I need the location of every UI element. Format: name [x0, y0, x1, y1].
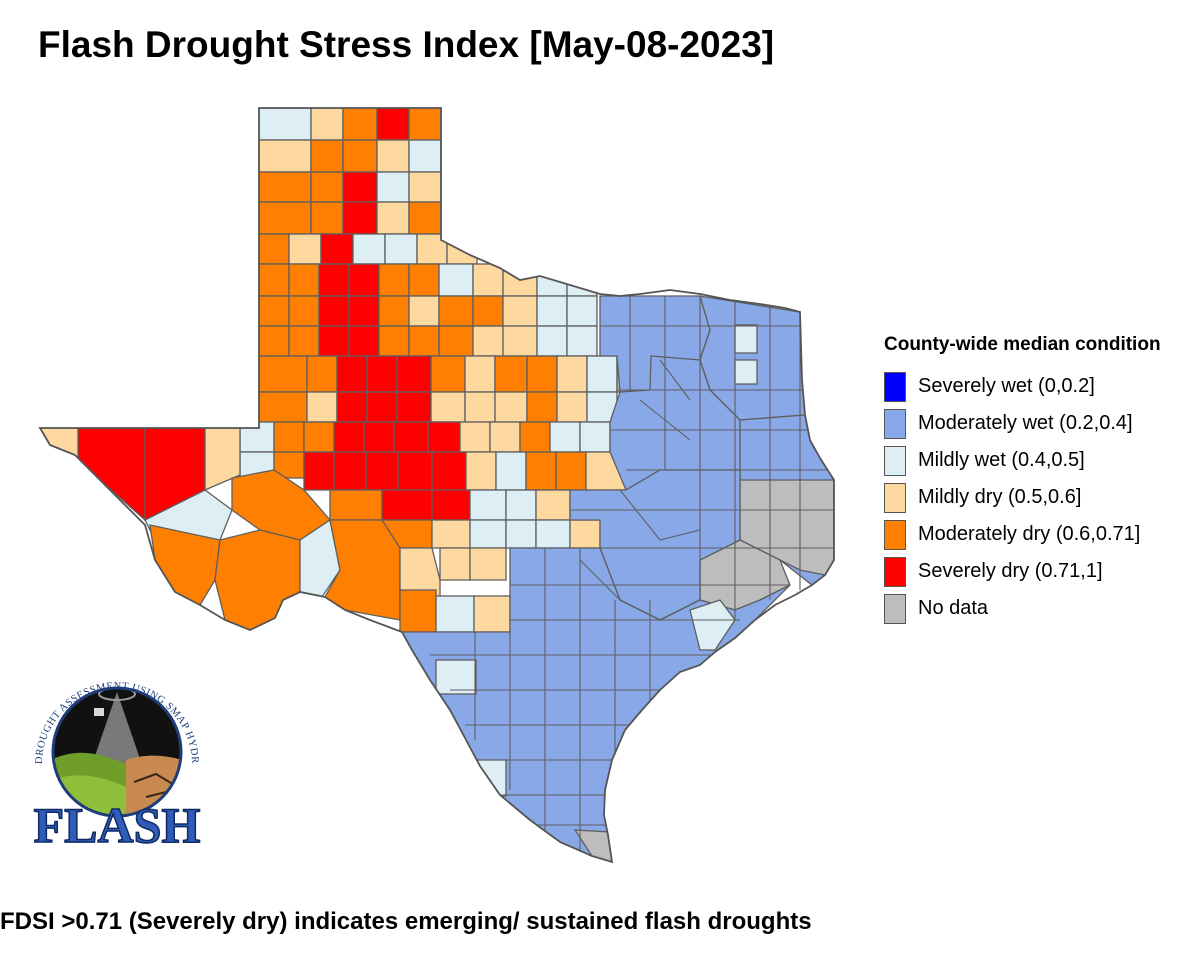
legend-item-mildly-wet: Mildly wet (0.4,0.5] — [884, 442, 1196, 479]
legend-label: Moderately wet (0.2,0.4] — [918, 412, 1133, 434]
legend-title: County-wide median condition — [884, 334, 1161, 355]
legend-item-moderately-dry: Moderately dry (0.6,0.71] — [884, 516, 1196, 553]
legend-item-mildly-dry: Mildly dry (0.5,0.6] — [884, 479, 1196, 516]
legend-label: Severely wet (0,0.2] — [918, 375, 1095, 397]
legend-swatch — [884, 482, 906, 513]
legend-item-severely-dry: Severely dry (0.71,1] — [884, 553, 1196, 590]
legend-label: Moderately dry (0.6,0.71] — [918, 523, 1141, 545]
legend-label: Mildly dry (0.5,0.6] — [918, 486, 1082, 508]
legend-swatch — [884, 593, 906, 624]
legend-item-moderately-wet: Moderately wet (0.2,0.4] — [884, 405, 1196, 442]
legend-label: Mildly wet (0.4,0.5] — [918, 449, 1085, 471]
legend-swatch — [884, 408, 906, 439]
legend-swatch — [884, 519, 906, 550]
legend-swatch — [884, 371, 906, 402]
map-legend: County-wide median condition Severely we… — [884, 334, 1196, 627]
flash-logo: FLASH DROUGHT ASSESSMENT USING SMAP HYDR… — [16, 652, 201, 852]
logo-wordmark: FLASH — [34, 797, 201, 852]
legend-label: Severely dry (0.71,1] — [918, 560, 1103, 582]
legend-swatch — [884, 556, 906, 587]
legend-label: No data — [918, 597, 989, 619]
legend-item-severely-wet: Severely wet (0,0.2] — [884, 368, 1196, 405]
legend-swatch — [884, 445, 906, 476]
legend-item-no-data: No data — [884, 590, 1196, 627]
map-title: Flash Drought Stress Index [May-08-2023] — [38, 24, 775, 65]
footer-note: FDSI >0.71 (Severely dry) indicates emer… — [0, 908, 812, 935]
